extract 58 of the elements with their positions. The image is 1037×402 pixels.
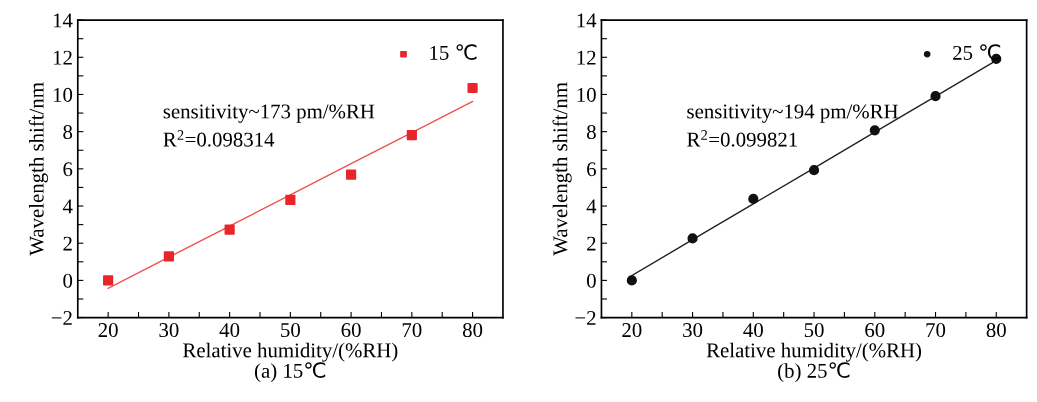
- x-tick-label: 80: [986, 323, 1006, 338]
- annotation: sensitivity~194 pm/%RH: [687, 104, 898, 123]
- x-axis-title: Relative humidity/(%RH): [706, 342, 922, 362]
- x-tick-label: 70: [926, 323, 946, 338]
- y-tick-label: 6: [587, 162, 596, 177]
- x-tick-label: 70: [402, 323, 422, 338]
- y-tick-label: 10: [53, 87, 73, 102]
- point: [687, 233, 698, 244]
- x-tick-label: 40: [743, 323, 763, 338]
- x-tick-label: 50: [281, 323, 300, 338]
- legend-label: 25 ℃: [953, 44, 1001, 60]
- point: [869, 125, 880, 136]
- point: [224, 224, 235, 235]
- y-tick-label: 0: [63, 273, 73, 288]
- annotation: sensitivity~173 pm/%RH: [163, 104, 375, 123]
- y-axis-title: Wavelength shift/nm: [552, 82, 572, 256]
- y-axis-title: Wavelength shift/nm: [28, 82, 48, 256]
- y-tick-label: 0: [586, 273, 596, 288]
- annotation: R$^{2}$=0.099821: [687, 130, 797, 147]
- point: [163, 251, 174, 262]
- x-tick-label: 30: [683, 323, 703, 338]
- y-tick-label: 8: [63, 125, 73, 140]
- point: [748, 193, 759, 205]
- annotation: R$^{2}$=0.098314: [163, 130, 275, 147]
- legend-label: 15 ℃: [430, 44, 477, 60]
- text: (a) 15℃: [254, 362, 326, 383]
- y-tick-label: 14: [577, 13, 597, 28]
- y-tick-label: 6: [63, 162, 73, 177]
- y-tick-label: −2: [51, 311, 72, 325]
- y-tick-label: 10: [577, 87, 596, 102]
- x-tick-label: 80: [462, 323, 483, 338]
- point: [467, 82, 478, 94]
- x-tick-label: 50: [804, 323, 824, 338]
- x-tick-label: 60: [341, 323, 361, 338]
- y-tick-label: 8: [586, 125, 596, 140]
- y-tick-label: −2: [575, 311, 596, 325]
- x-tick-label: 20: [622, 323, 642, 338]
- x-tick-label: 60: [865, 323, 885, 338]
- point: [808, 165, 820, 176]
- y-tick-label: 2: [587, 236, 596, 251]
- y-tick-label: 2: [63, 236, 72, 251]
- point: [930, 91, 941, 102]
- point: [406, 130, 417, 141]
- text: (b) 25℃: [778, 362, 850, 383]
- x-axis-title: Relative humidity/(%RH): [183, 342, 398, 362]
- point: [626, 275, 637, 286]
- y-tick-label: 14: [53, 13, 73, 28]
- y-tick-label: 12: [53, 50, 72, 65]
- x-tick-label: 40: [219, 323, 240, 338]
- point: [346, 169, 357, 180]
- point: [103, 275, 114, 286]
- x-tick-label: 20: [98, 323, 118, 338]
- y-tick-label: 12: [577, 50, 596, 65]
- y-tick-label: 4: [62, 199, 73, 214]
- line-series: [107, 100, 474, 290]
- point: [285, 194, 296, 205]
- x-tick-label: 30: [159, 323, 179, 338]
- y-tick-label: 4: [586, 199, 597, 214]
